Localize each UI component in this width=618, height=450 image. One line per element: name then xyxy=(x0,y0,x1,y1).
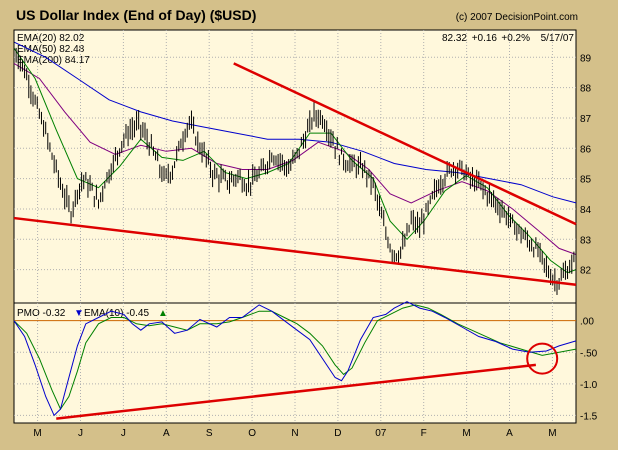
legend-pmo: PMO -0.32 xyxy=(17,308,66,319)
highlight-circle xyxy=(526,342,559,375)
quote-pct: +0.2% xyxy=(501,33,530,44)
quote-date: 5/17/07 xyxy=(541,33,575,44)
x-tick-label: A xyxy=(506,428,513,439)
pmo-y-tick-label: .00 xyxy=(580,317,594,328)
x-tick-label: J xyxy=(78,428,83,439)
legend-ema200: EMA(200) 84.17 xyxy=(17,55,90,66)
ema20-line xyxy=(13,47,577,274)
ema200-line xyxy=(13,41,577,204)
chart-title: US Dollar Index (End of Day) ($USD) xyxy=(16,7,256,23)
x-tick-label: J xyxy=(121,428,126,439)
quote-readout: 82.32 +0.16 +0.2% 5/17/07 xyxy=(442,33,574,44)
lower-trendline xyxy=(13,216,577,287)
x-tick-label: N xyxy=(291,428,298,439)
copyright-label: (c) 2007 DecisionPoint.com xyxy=(456,12,578,23)
x-tick-label: A xyxy=(163,428,170,439)
quote-last: 82.32 xyxy=(442,33,467,44)
x-tick-label: D xyxy=(334,428,341,439)
pmo-line xyxy=(13,301,577,417)
quote-change: +0.16 xyxy=(472,33,498,44)
y-tick-label: 85 xyxy=(580,175,592,186)
x-tick-label: S xyxy=(206,428,213,439)
price-legend: EMA(20) 82.02 EMA(50) 82.48 EMA(200) 84.… xyxy=(17,33,90,66)
pmo-y-tick-label: -1.0 xyxy=(580,380,598,391)
arrow-up-icon: ▲ xyxy=(158,308,168,319)
y-tick-label: 83 xyxy=(580,235,592,246)
y-tick-label: 87 xyxy=(580,114,592,125)
y-tick-label: 89 xyxy=(580,53,592,64)
upper-trendline xyxy=(233,62,577,226)
x-tick-label: M xyxy=(548,428,556,439)
pmo-legend: PMO -0.32 ▼ EMA(10) -0.45 ▲ xyxy=(17,308,168,319)
y-tick-label: 86 xyxy=(580,144,592,155)
arrow-down-icon: ▼ xyxy=(74,308,84,319)
x-tick-label: M xyxy=(33,428,41,439)
price-panel xyxy=(13,29,577,304)
pmo-y-tick-label: -1.5 xyxy=(580,411,598,422)
x-tick-label: 07 xyxy=(375,428,387,439)
pmo-y-tick-label: -.50 xyxy=(580,348,598,359)
x-tick-label: F xyxy=(421,428,427,439)
y-tick-label: 84 xyxy=(580,205,592,216)
pmo-trendline xyxy=(56,363,536,420)
x-tick-label: M xyxy=(462,428,470,439)
y-tick-label: 82 xyxy=(580,266,592,277)
y-tick-label: 88 xyxy=(580,84,592,95)
x-tick-label: O xyxy=(248,428,256,439)
legend-ema50: EMA(50) 82.48 xyxy=(17,44,85,55)
legend-pmo-ema: EMA(10) -0.45 xyxy=(84,308,149,319)
legend-ema20: EMA(20) 82.02 xyxy=(17,33,85,44)
